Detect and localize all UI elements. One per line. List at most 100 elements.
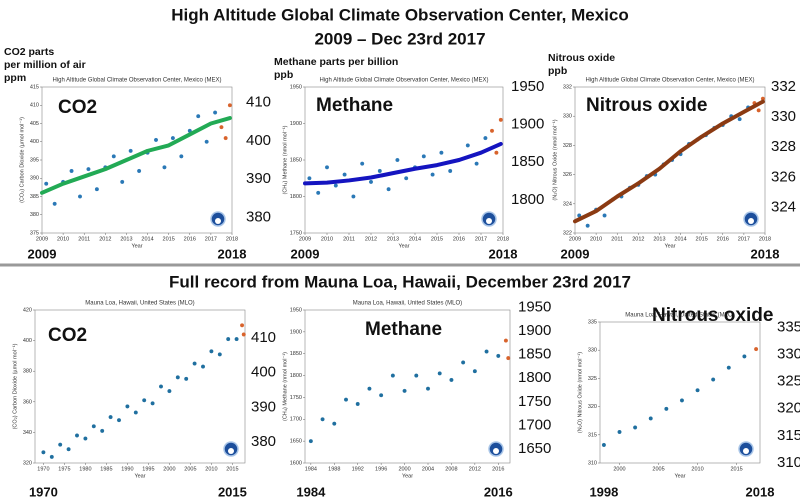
x-tick-label: 2015	[696, 236, 708, 242]
y2-tick-label: 330	[771, 108, 796, 125]
trend-line	[573, 99, 765, 224]
chart-label: Nitrous oxide	[586, 95, 707, 116]
data-point	[120, 179, 125, 184]
data-point	[170, 136, 175, 141]
x2-tick-label: 2009	[561, 246, 590, 261]
trend-line	[40, 116, 232, 195]
chart-title: High Altitude Global Climate Observation…	[319, 78, 488, 84]
y2-tick-label: 400	[246, 132, 271, 149]
data-point	[449, 377, 454, 382]
x-tick-label: 1985	[100, 466, 112, 472]
data-point	[44, 181, 49, 186]
y-tick-label: 420	[23, 307, 32, 313]
y2-tick-label: 315	[777, 427, 800, 444]
x-tick-label: 2017	[205, 236, 217, 242]
data-point	[86, 167, 91, 172]
data-point	[213, 110, 218, 115]
data-point	[128, 148, 133, 153]
x-axis-label: Year	[134, 473, 145, 479]
data-point	[226, 337, 231, 342]
y2-tick-label: 325	[777, 373, 800, 390]
y2-tick-label: 400	[251, 364, 276, 381]
data-point	[426, 386, 431, 391]
data-point	[74, 433, 79, 438]
data-point	[421, 154, 426, 159]
y-tick-label: 1800	[290, 194, 302, 200]
data-point	[162, 165, 167, 170]
x-tick-label: 2015	[163, 236, 175, 242]
y2-tick-label: 310	[777, 454, 800, 471]
y2-tick-label: 1800	[511, 191, 544, 208]
y2-tick-label: 1950	[511, 78, 544, 95]
data-point	[111, 154, 116, 159]
y2-tick-label: 328	[771, 138, 796, 155]
data-point	[77, 194, 82, 199]
y2-tick-label: 335	[777, 318, 800, 335]
data-point	[351, 194, 356, 199]
y-tick-label: 1900	[290, 329, 302, 335]
data-point	[125, 404, 130, 409]
y-axis-label: (N₂O) Nitrous Oxide (nmol mol⁻¹)	[552, 119, 558, 200]
y2-tick-label: 1650	[518, 440, 551, 457]
data-point	[601, 442, 606, 447]
y-axis-label: (CO₂) Carbon Dioxide (µmol mol⁻¹)	[12, 343, 18, 429]
data-point	[234, 337, 239, 342]
x-tick-label: 1990	[121, 466, 133, 472]
data-point	[737, 117, 742, 122]
y-tick-label: 322	[563, 230, 572, 236]
x2-tick-label: 2018	[489, 246, 518, 261]
chart-label: Methane	[316, 95, 393, 116]
y-tick-label: 320	[23, 460, 32, 466]
y-axis-label: (CH₄) Methane (nmol mol⁻¹)	[282, 125, 288, 194]
chart-label: CO2	[48, 325, 87, 346]
chart-label: CO2	[58, 97, 97, 118]
x-axis-label: Year	[131, 243, 142, 249]
chart-label: Methane	[365, 319, 442, 340]
x-axis-label: Year	[402, 473, 413, 479]
data-point	[474, 161, 479, 166]
data-point	[726, 365, 731, 370]
data-point	[448, 168, 453, 173]
data-point	[192, 361, 197, 366]
y-tick-label: 400	[30, 139, 39, 145]
agency-logo-center	[228, 448, 234, 454]
y-tick-label: 380	[23, 369, 32, 375]
y-tick-label: 400	[23, 338, 32, 344]
x2-tick-label: 2016	[484, 484, 513, 499]
data-point	[52, 201, 57, 206]
x2-tick-label: 2009	[28, 246, 57, 261]
y2-tick-label: 1750	[518, 393, 551, 410]
x-tick-label: 2008	[445, 466, 457, 472]
x-tick-label: 2009	[36, 236, 48, 242]
x-tick-label: 2010	[590, 236, 602, 242]
x-tick-label: 2010	[321, 236, 333, 242]
x2-tick-label: 1998	[589, 484, 618, 499]
y2-tick-label: 390	[246, 170, 271, 187]
trend-line	[303, 141, 503, 186]
y2-tick-label: 1900	[511, 116, 544, 133]
x-tick-label: 2017	[475, 236, 487, 242]
page-title: High Altitude Global Climate Observation…	[171, 5, 629, 24]
x2-tick-label: 2018	[751, 246, 780, 261]
data-point	[695, 388, 700, 393]
x-tick-label: 1996	[375, 466, 387, 472]
recent-point	[494, 150, 499, 155]
data-point	[66, 447, 71, 452]
x-tick-label: 2005	[652, 466, 664, 472]
data-point	[414, 373, 419, 378]
plot-frame	[599, 321, 761, 464]
y-tick-label: 390	[30, 176, 39, 182]
x2-tick-label: 2018	[746, 484, 775, 499]
unit-label: Nitrous oxide	[548, 52, 615, 64]
y2-tick-label: 320	[777, 400, 800, 417]
data-point	[377, 168, 382, 173]
data-point	[483, 136, 488, 141]
x-tick-label: 1992	[352, 466, 364, 472]
data-point	[332, 421, 337, 426]
x2-tick-label: 2009	[291, 246, 320, 261]
data-point	[379, 393, 384, 398]
recent-point	[240, 323, 245, 328]
recent-point	[503, 338, 508, 343]
y-tick-label: 324	[563, 201, 572, 207]
